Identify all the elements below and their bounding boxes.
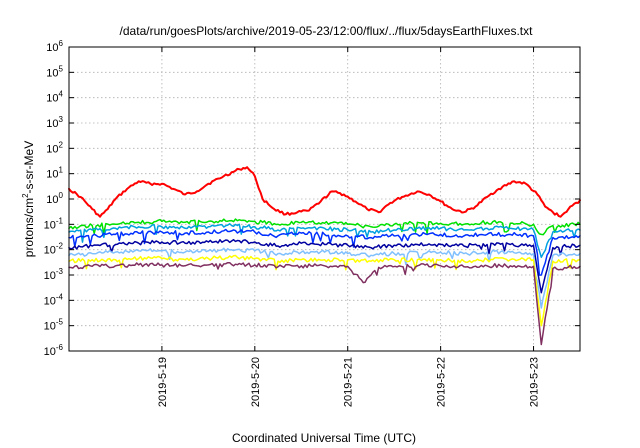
series-line-5 (68, 238, 581, 294)
y-tick-exp: 3 (59, 115, 64, 124)
y-axis: 10-610-510-410-310-210-11001011021031041… (44, 39, 580, 358)
series-line-7 (68, 254, 581, 327)
x-tick-label: 2019-5-20 (250, 357, 262, 407)
y-tick-label: 10-4 (44, 292, 64, 307)
y-tick-label: 100 (46, 191, 63, 206)
x-tick-label: 2019-5-23 (529, 357, 541, 407)
x-tick-label: 2019-5-21 (343, 357, 355, 407)
series-line-3 (68, 223, 581, 259)
y-tick-exp: 6 (59, 39, 64, 48)
y-tick-base: 10 (44, 219, 56, 231)
y-tick-label: 10-1 (44, 216, 64, 231)
y-tick-label: 10-3 (44, 267, 64, 282)
y-tick-base: 10 (46, 93, 58, 105)
y-tick-label: 10-2 (44, 242, 64, 257)
x-axis-label: Coordinated Universal Time (UTC) (232, 431, 416, 445)
y-tick-exp: -6 (56, 343, 64, 352)
y-axis-label-tail: -s-sr-MeV (22, 141, 36, 194)
y-tick-base: 10 (46, 143, 58, 155)
x-tick-label: 2019-5-19 (157, 357, 169, 407)
series-group (68, 166, 581, 346)
y-tick-base: 10 (46, 169, 58, 181)
y-tick-base: 10 (44, 245, 56, 257)
y-tick-base: 10 (44, 295, 56, 307)
y-tick-exp: 5 (59, 64, 64, 73)
y-tick-exp: -2 (56, 242, 64, 251)
x-axis: 2019-5-19 2019-5-20 2019-5-21 2019-5-22 2019… (157, 47, 541, 407)
y-tick-base: 10 (44, 270, 56, 282)
series-line-1 (68, 166, 581, 218)
series-line-6 (68, 247, 581, 309)
y-tick-label: 101 (46, 166, 63, 181)
y-tick-label: 106 (46, 39, 63, 54)
y-tick-base: 10 (46, 67, 58, 79)
y-tick-exp: -5 (56, 318, 64, 327)
y-tick-label: 10-5 (44, 318, 64, 333)
y-axis-label-sup: 2 (21, 193, 30, 198)
y-axis-label: protons/cm2-s-sr-MeV (21, 141, 36, 257)
series-line-4 (68, 228, 581, 276)
grid (69, 47, 580, 351)
series-line-8 (68, 261, 581, 346)
y-tick-label: 103 (46, 115, 63, 130)
y-tick-label: 10-6 (44, 343, 64, 358)
y-tick-exp: 2 (59, 140, 64, 149)
y-tick-base: 10 (46, 42, 58, 54)
y-tick-exp: -3 (56, 267, 64, 276)
y-tick-base: 10 (44, 346, 56, 358)
y-tick-label: 102 (46, 140, 63, 155)
y-tick-exp: 0 (59, 191, 64, 200)
y-tick-exp: 1 (59, 166, 64, 175)
y-tick-base: 10 (44, 321, 56, 333)
y-tick-exp: 4 (59, 90, 64, 99)
series-line-2 (68, 218, 581, 236)
y-tick-label: 105 (46, 64, 63, 79)
y-tick-exp: -4 (56, 292, 64, 301)
x-tick-label: 2019-5-22 (436, 357, 448, 407)
y-axis-label-main: protons/cm (22, 198, 36, 257)
y-tick-label: 104 (46, 90, 63, 105)
y-tick-base: 10 (46, 194, 58, 206)
chart-title: /data/run/goesPlots/archive/2019-05-23/1… (120, 24, 534, 38)
y-tick-exp: -1 (56, 216, 64, 225)
y-tick-base: 10 (46, 118, 58, 130)
